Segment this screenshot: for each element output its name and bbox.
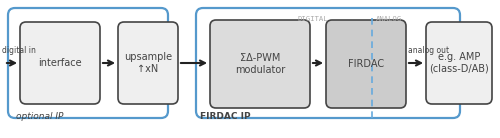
Text: FIRDAC IP: FIRDAC IP (200, 112, 250, 121)
FancyBboxPatch shape (8, 8, 168, 118)
Text: FIRDAC: FIRDAC (348, 59, 384, 69)
Text: optional IP: optional IP (16, 112, 64, 121)
Text: e.g. AMP
(class-D/AB): e.g. AMP (class-D/AB) (429, 52, 489, 74)
FancyBboxPatch shape (210, 20, 310, 108)
Text: upsample
↑xN: upsample ↑xN (124, 52, 172, 74)
FancyBboxPatch shape (20, 22, 100, 104)
Text: DIGITAL: DIGITAL (298, 16, 328, 22)
Text: ΣΔ-PWM
modulator: ΣΔ-PWM modulator (235, 53, 285, 75)
Text: interface: interface (38, 58, 82, 68)
FancyBboxPatch shape (426, 22, 492, 104)
Text: analog out: analog out (408, 46, 449, 55)
FancyBboxPatch shape (118, 22, 178, 104)
Text: ANALOG: ANALOG (376, 16, 402, 22)
FancyBboxPatch shape (196, 8, 460, 118)
FancyBboxPatch shape (326, 20, 406, 108)
Text: digital in: digital in (2, 46, 36, 55)
